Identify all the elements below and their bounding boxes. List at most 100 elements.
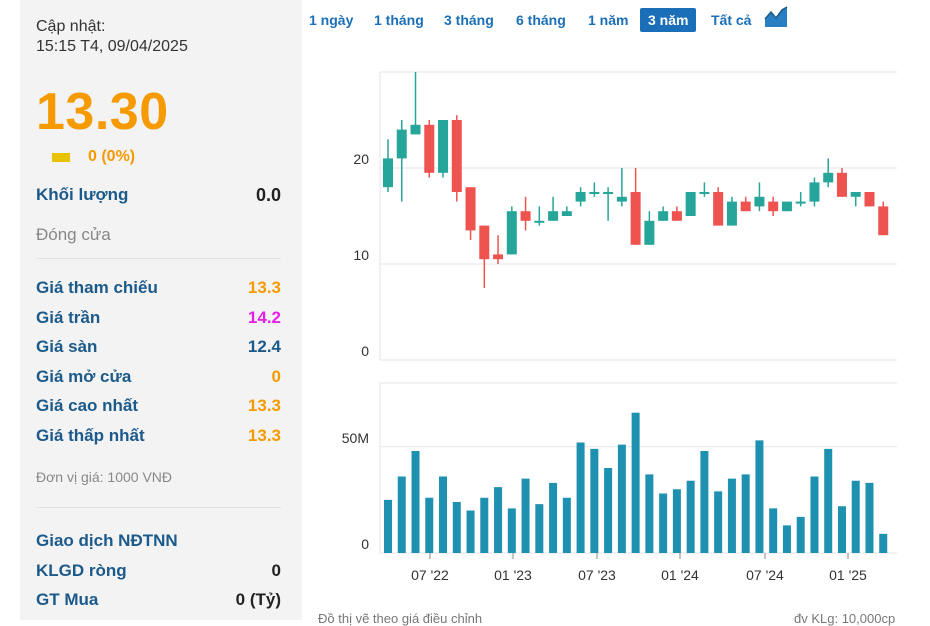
stat-value: 12.4	[247, 337, 281, 356]
candle-body	[658, 211, 669, 221]
candle-up	[699, 182, 710, 197]
tab-1-year[interactable]: 1 năm	[588, 12, 629, 28]
volume-label: Khối lượng	[36, 185, 129, 204]
divider	[36, 507, 281, 508]
volume-bar	[631, 412, 640, 553]
candle-body	[561, 211, 572, 216]
stat-row: Giá tham chiếu 13.3	[36, 278, 281, 300]
volume-bar	[851, 480, 860, 553]
candle-body	[548, 211, 559, 221]
y-tick-label: 0	[361, 536, 369, 552]
volume-bar	[562, 497, 571, 553]
candle-up	[561, 206, 572, 216]
price-unit-note: Đơn vị giá: 1000 VNĐ	[36, 469, 173, 485]
candle-up	[548, 196, 559, 221]
candle-down	[671, 206, 682, 221]
volume-bar	[659, 493, 668, 553]
candle-body	[699, 192, 710, 194]
stat-row: Giá cao nhất 13.3	[36, 396, 281, 418]
y-tick-label: 50M	[342, 430, 369, 446]
volume-bar	[714, 491, 723, 553]
volume-bar	[645, 474, 654, 553]
tab-all[interactable]: Tất cả	[711, 12, 752, 28]
candle-body	[534, 220, 545, 223]
candle-up	[726, 196, 737, 226]
volume-row: Khối lượng 0.0	[36, 185, 281, 207]
volume-bar	[521, 478, 530, 553]
candle-body	[603, 192, 614, 194]
candle-up	[685, 192, 696, 216]
candle-up	[575, 187, 586, 207]
volume-bar	[796, 516, 805, 553]
candle-up	[506, 206, 517, 255]
candle-body	[479, 225, 490, 260]
candle-up	[616, 168, 627, 207]
volume-bar	[741, 474, 750, 553]
volume-bar	[769, 508, 778, 553]
stat-label: Giá thấp nhất	[36, 426, 145, 445]
volume-bar	[384, 499, 392, 553]
volume-bar	[507, 508, 516, 553]
volume-bar	[727, 478, 736, 553]
candle-up	[383, 139, 393, 192]
volume-bar	[824, 448, 833, 553]
candle-body	[383, 158, 393, 188]
candle-body	[520, 211, 531, 221]
candle-body	[850, 192, 861, 197]
y-tick-label: 10	[353, 247, 369, 263]
tab-6-months[interactable]: 6 tháng	[516, 12, 566, 28]
tab-3-years[interactable]: 3 năm	[640, 8, 697, 32]
candle-down	[878, 201, 889, 236]
buy-value-value: 0 (Tỷ)	[235, 590, 281, 609]
current-price: 13.30	[36, 83, 169, 141]
x-tick-label: 01 '24	[661, 567, 699, 583]
stat-row: Giá mở cửa 0	[36, 367, 281, 389]
candle-body	[768, 201, 779, 212]
volume-bar	[439, 476, 448, 553]
candle-down	[493, 235, 504, 264]
candle-body	[836, 172, 847, 197]
close-label: Đóng cửa	[36, 225, 111, 244]
stat-value: 0	[271, 367, 281, 386]
candle-down	[740, 196, 751, 212]
candle-body	[781, 201, 792, 212]
adjusted-price-note: Đồ thị vẽ theo giá điều chỉnh	[318, 611, 483, 626]
tab-1-day[interactable]: 1 ngày	[309, 12, 354, 28]
volume-unit-note: đv KLg: 10,000cp	[794, 611, 896, 626]
tab-1-month[interactable]: 1 tháng	[374, 12, 424, 28]
volume-bar	[672, 489, 681, 553]
volume-bar	[397, 476, 406, 553]
candle-up	[781, 201, 792, 212]
candle-down	[768, 196, 779, 216]
candle-body	[630, 192, 641, 245]
stat-value: 13.3	[247, 396, 281, 415]
stat-label: Giá cao nhất	[36, 396, 139, 415]
candle-body	[589, 192, 600, 194]
candle-down	[713, 187, 724, 226]
candle-up	[850, 192, 861, 207]
update-time: 15:15 T4, 09/04/2025	[36, 38, 188, 55]
candle-body	[493, 254, 504, 260]
foreign-row: GT Mua 0 (Tỷ)	[36, 590, 281, 612]
x-tick-label: 07 '24	[746, 567, 784, 583]
stat-row: Giá trần 14.2	[36, 308, 281, 330]
candle-up	[754, 182, 765, 212]
area-chart-icon[interactable]	[764, 6, 788, 33]
candle-up	[438, 120, 449, 178]
tab-3-months[interactable]: 3 tháng	[444, 12, 494, 28]
buy-value-label: GT Mua	[36, 590, 99, 609]
net-volume-value: 0	[271, 561, 281, 580]
stock-info-panel: Cập nhật: 15:15 T4, 09/04/2025 13.30 0 (…	[20, 0, 302, 620]
volume-bar	[686, 480, 695, 553]
volume-bar	[837, 506, 846, 553]
candle-down	[520, 196, 531, 231]
volume-bar	[535, 504, 544, 553]
volume-bar	[466, 510, 475, 553]
volume-bar	[755, 440, 764, 553]
candle-up	[589, 182, 600, 197]
foreign-title-row: Giao dịch NĐTNN	[36, 531, 281, 553]
volume-bar	[494, 487, 503, 553]
volume-bar	[782, 525, 791, 553]
volume-bar	[865, 482, 874, 553]
